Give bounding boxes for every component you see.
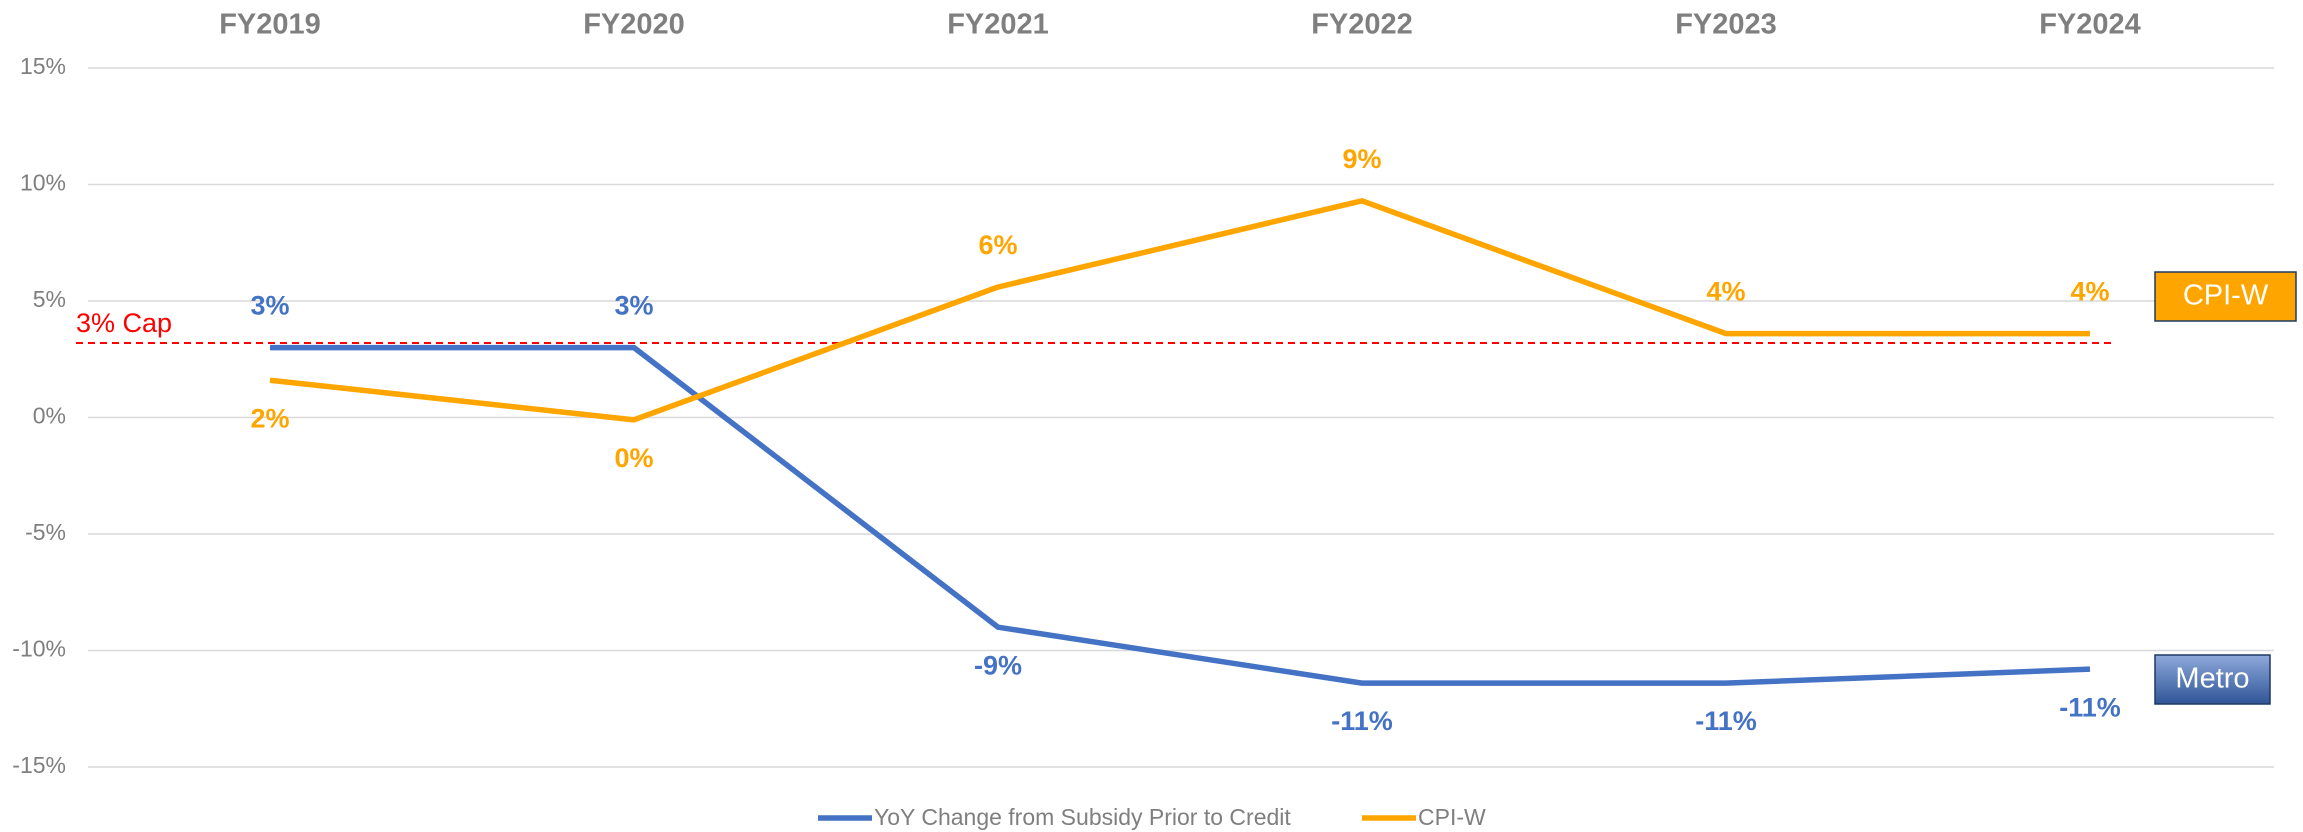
series-end-box bbox=[2154, 271, 2297, 322]
reference-label: 3% Cap bbox=[76, 308, 172, 338]
x-tick-label: FY2022 bbox=[1311, 9, 1413, 41]
x-tick-label: FY2024 bbox=[2039, 9, 2141, 41]
data-label: -9% bbox=[974, 650, 1022, 680]
y-tick-label: 15% bbox=[20, 53, 66, 79]
data-label: -11% bbox=[2059, 692, 2121, 722]
series-line bbox=[270, 344, 2091, 686]
legend-label: CPI-W bbox=[1418, 804, 1486, 830]
y-tick-label: -15% bbox=[12, 752, 66, 778]
data-label: 9% bbox=[1342, 144, 1381, 174]
data-label: 6% bbox=[978, 230, 1017, 260]
x-tick-label: FY2023 bbox=[1675, 9, 1777, 41]
y-tick-label: -5% bbox=[25, 519, 66, 545]
data-label: 0% bbox=[614, 443, 653, 473]
series-end-label: Metro bbox=[2175, 663, 2249, 695]
data-label: -11% bbox=[1331, 706, 1393, 736]
x-tick-label: FY2021 bbox=[947, 9, 1049, 41]
data-label: 3% bbox=[250, 291, 289, 321]
legend-label: YoY Change from Subsidy Prior to Credit bbox=[874, 804, 1291, 830]
y-tick-label: 10% bbox=[20, 170, 66, 196]
x-tick-label: FY2020 bbox=[583, 9, 685, 41]
y-tick-label: -10% bbox=[12, 636, 66, 662]
data-label: 4% bbox=[1706, 277, 1745, 307]
data-label: 4% bbox=[2070, 277, 2109, 307]
y-tick-label: 0% bbox=[33, 403, 66, 429]
series-end-box bbox=[2154, 654, 2271, 705]
data-label: 3% bbox=[614, 291, 653, 321]
data-label: 2% bbox=[250, 403, 289, 433]
series-end-label: CPI-W bbox=[2183, 280, 2269, 312]
series-line bbox=[269, 198, 2090, 423]
y-tick-label: 5% bbox=[33, 286, 66, 312]
data-label: -11% bbox=[1695, 706, 1757, 736]
x-tick-label: FY2019 bbox=[219, 9, 321, 41]
